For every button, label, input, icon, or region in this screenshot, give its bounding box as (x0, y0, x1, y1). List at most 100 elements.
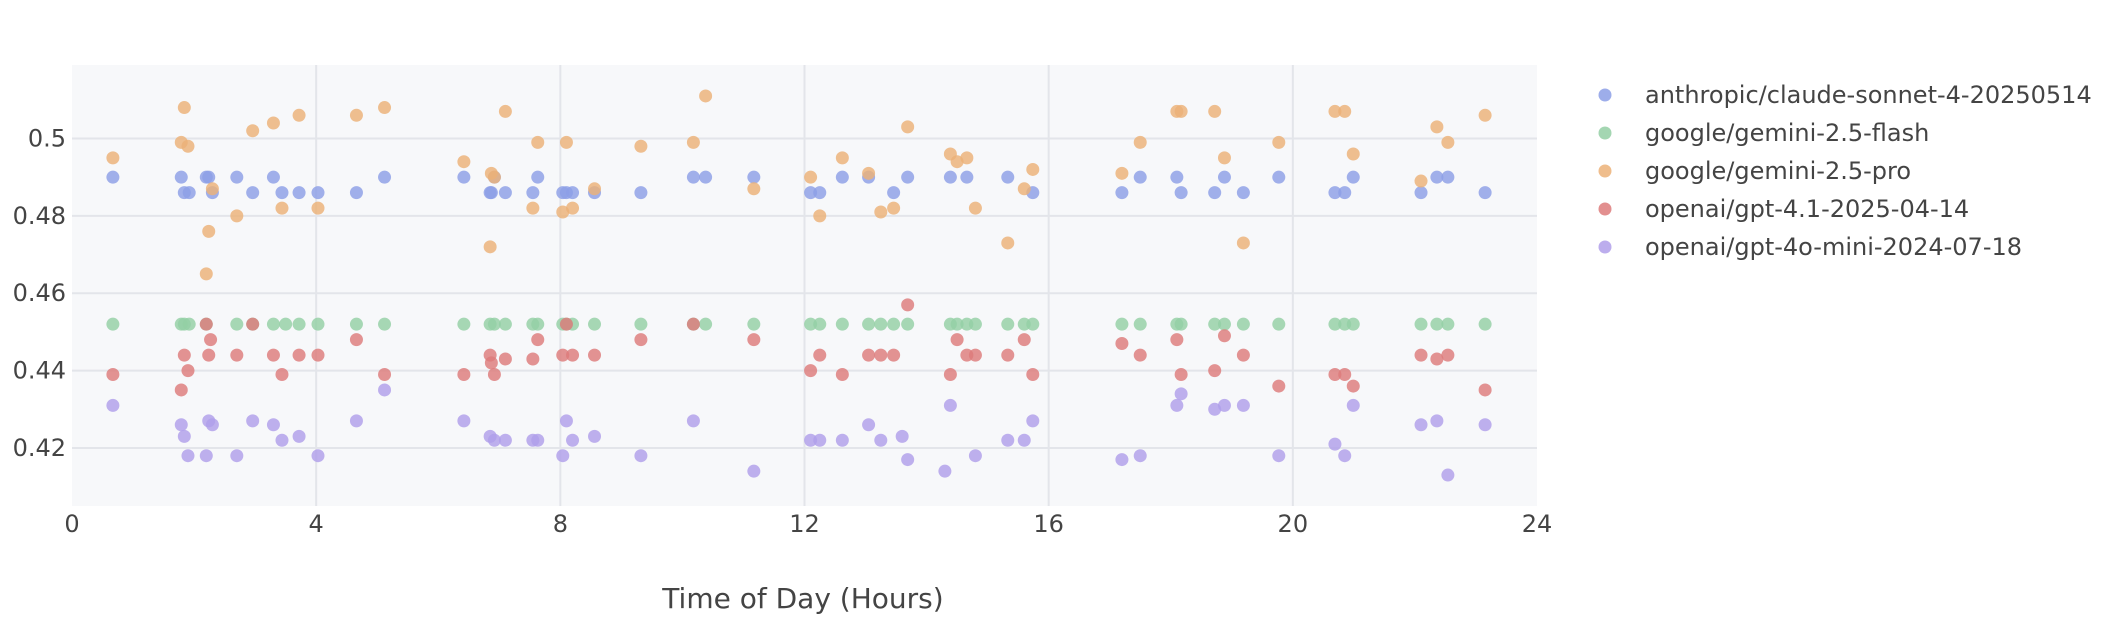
data-point[interactable] (1001, 348, 1015, 362)
data-point[interactable] (246, 186, 260, 200)
data-point[interactable] (378, 317, 392, 331)
data-point[interactable] (106, 367, 120, 381)
data-point[interactable] (531, 317, 545, 331)
data-point[interactable] (1272, 170, 1286, 184)
data-point[interactable] (487, 433, 501, 447)
data-point[interactable] (349, 108, 363, 122)
data-point[interactable] (686, 414, 700, 428)
data-point[interactable] (1338, 104, 1352, 118)
data-point[interactable] (634, 139, 648, 153)
data-point[interactable] (901, 120, 915, 134)
legend-label[interactable]: google/gemini-2.5-pro (1645, 157, 1911, 185)
data-point[interactable] (1478, 317, 1492, 331)
data-point[interactable] (199, 317, 213, 331)
data-point[interactable] (378, 367, 392, 381)
data-point[interactable] (1115, 337, 1129, 351)
data-point[interactable] (1217, 151, 1231, 165)
data-point[interactable] (1328, 317, 1342, 331)
data-point[interactable] (1414, 348, 1428, 362)
data-point[interactable] (804, 364, 818, 378)
legend-label[interactable]: openai/gpt-4.1-2025-04-14 (1645, 195, 1969, 223)
data-point[interactable] (1441, 468, 1455, 482)
data-point[interactable] (1478, 108, 1492, 122)
data-point[interactable] (199, 267, 213, 281)
data-point[interactable] (181, 449, 195, 463)
data-point[interactable] (205, 418, 219, 432)
data-point[interactable] (943, 398, 957, 412)
data-point[interactable] (181, 139, 195, 153)
data-point[interactable] (1174, 367, 1188, 381)
data-point[interactable] (498, 433, 512, 447)
data-point[interactable] (556, 348, 570, 362)
data-point[interactable] (559, 317, 573, 331)
data-point[interactable] (895, 429, 909, 443)
data-point[interactable] (835, 170, 849, 184)
data-point[interactable] (588, 348, 602, 362)
data-point[interactable] (835, 317, 849, 331)
data-point[interactable] (862, 317, 876, 331)
data-point[interactable] (349, 186, 363, 200)
data-point[interactable] (1430, 414, 1444, 428)
data-point[interactable] (1236, 317, 1250, 331)
data-point[interactable] (874, 317, 888, 331)
data-point[interactable] (487, 170, 501, 184)
data-point[interactable] (566, 433, 580, 447)
data-point[interactable] (1001, 236, 1015, 250)
legend-label[interactable]: openai/gpt-4o-mini-2024-07-18 (1645, 233, 2022, 261)
data-point[interactable] (266, 116, 280, 130)
data-point[interactable] (498, 186, 512, 200)
data-point[interactable] (1441, 317, 1455, 331)
data-point[interactable] (874, 433, 888, 447)
data-point[interactable] (943, 367, 957, 381)
data-point[interactable] (968, 201, 982, 215)
data-point[interactable] (275, 367, 289, 381)
data-point[interactable] (531, 433, 545, 447)
data-point[interactable] (901, 298, 915, 312)
data-point[interactable] (699, 89, 713, 103)
data-point[interactable] (968, 348, 982, 362)
data-point[interactable] (588, 317, 602, 331)
data-point[interactable] (556, 449, 570, 463)
data-point[interactable] (457, 155, 471, 169)
data-point[interactable] (1174, 104, 1188, 118)
data-point[interactable] (230, 170, 244, 184)
data-point[interactable] (747, 317, 761, 331)
data-point[interactable] (1328, 104, 1342, 118)
data-point[interactable] (457, 367, 471, 381)
data-point[interactable] (1026, 317, 1040, 331)
data-point[interactable] (804, 433, 818, 447)
data-point[interactable] (950, 155, 964, 169)
data-point[interactable] (1115, 186, 1129, 200)
data-point[interactable] (199, 449, 213, 463)
data-point[interactable] (1001, 433, 1015, 447)
data-point[interactable] (1328, 186, 1342, 200)
data-point[interactable] (1414, 186, 1428, 200)
data-point[interactable] (813, 209, 827, 223)
data-point[interactable] (1026, 162, 1040, 176)
data-point[interactable] (1170, 333, 1184, 347)
data-point[interactable] (1133, 317, 1147, 331)
data-point[interactable] (202, 170, 216, 184)
data-point[interactable] (887, 186, 901, 200)
data-point[interactable] (901, 170, 915, 184)
data-point[interactable] (1174, 387, 1188, 401)
data-point[interactable] (266, 317, 280, 331)
data-point[interactable] (1414, 418, 1428, 432)
data-point[interactable] (804, 186, 818, 200)
data-point[interactable] (174, 170, 188, 184)
data-point[interactable] (1217, 170, 1231, 184)
data-point[interactable] (1133, 348, 1147, 362)
data-point[interactable] (1208, 104, 1222, 118)
data-point[interactable] (968, 317, 982, 331)
data-point[interactable] (1430, 352, 1444, 366)
data-point[interactable] (531, 135, 545, 149)
data-point[interactable] (292, 348, 306, 362)
data-point[interactable] (311, 449, 325, 463)
data-point[interactable] (1170, 398, 1184, 412)
data-point[interactable] (862, 348, 876, 362)
data-point[interactable] (266, 170, 280, 184)
data-point[interactable] (202, 348, 216, 362)
data-point[interactable] (835, 433, 849, 447)
data-point[interactable] (804, 317, 818, 331)
data-point[interactable] (1272, 135, 1286, 149)
